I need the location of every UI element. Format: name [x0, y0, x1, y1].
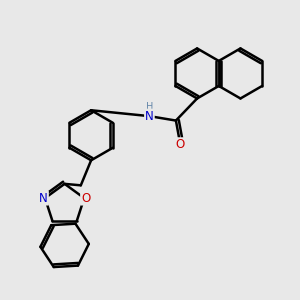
- Text: N: N: [39, 192, 48, 205]
- Text: O: O: [81, 192, 90, 205]
- Text: N: N: [145, 110, 154, 123]
- Text: O: O: [176, 138, 185, 151]
- Text: H: H: [146, 102, 153, 112]
